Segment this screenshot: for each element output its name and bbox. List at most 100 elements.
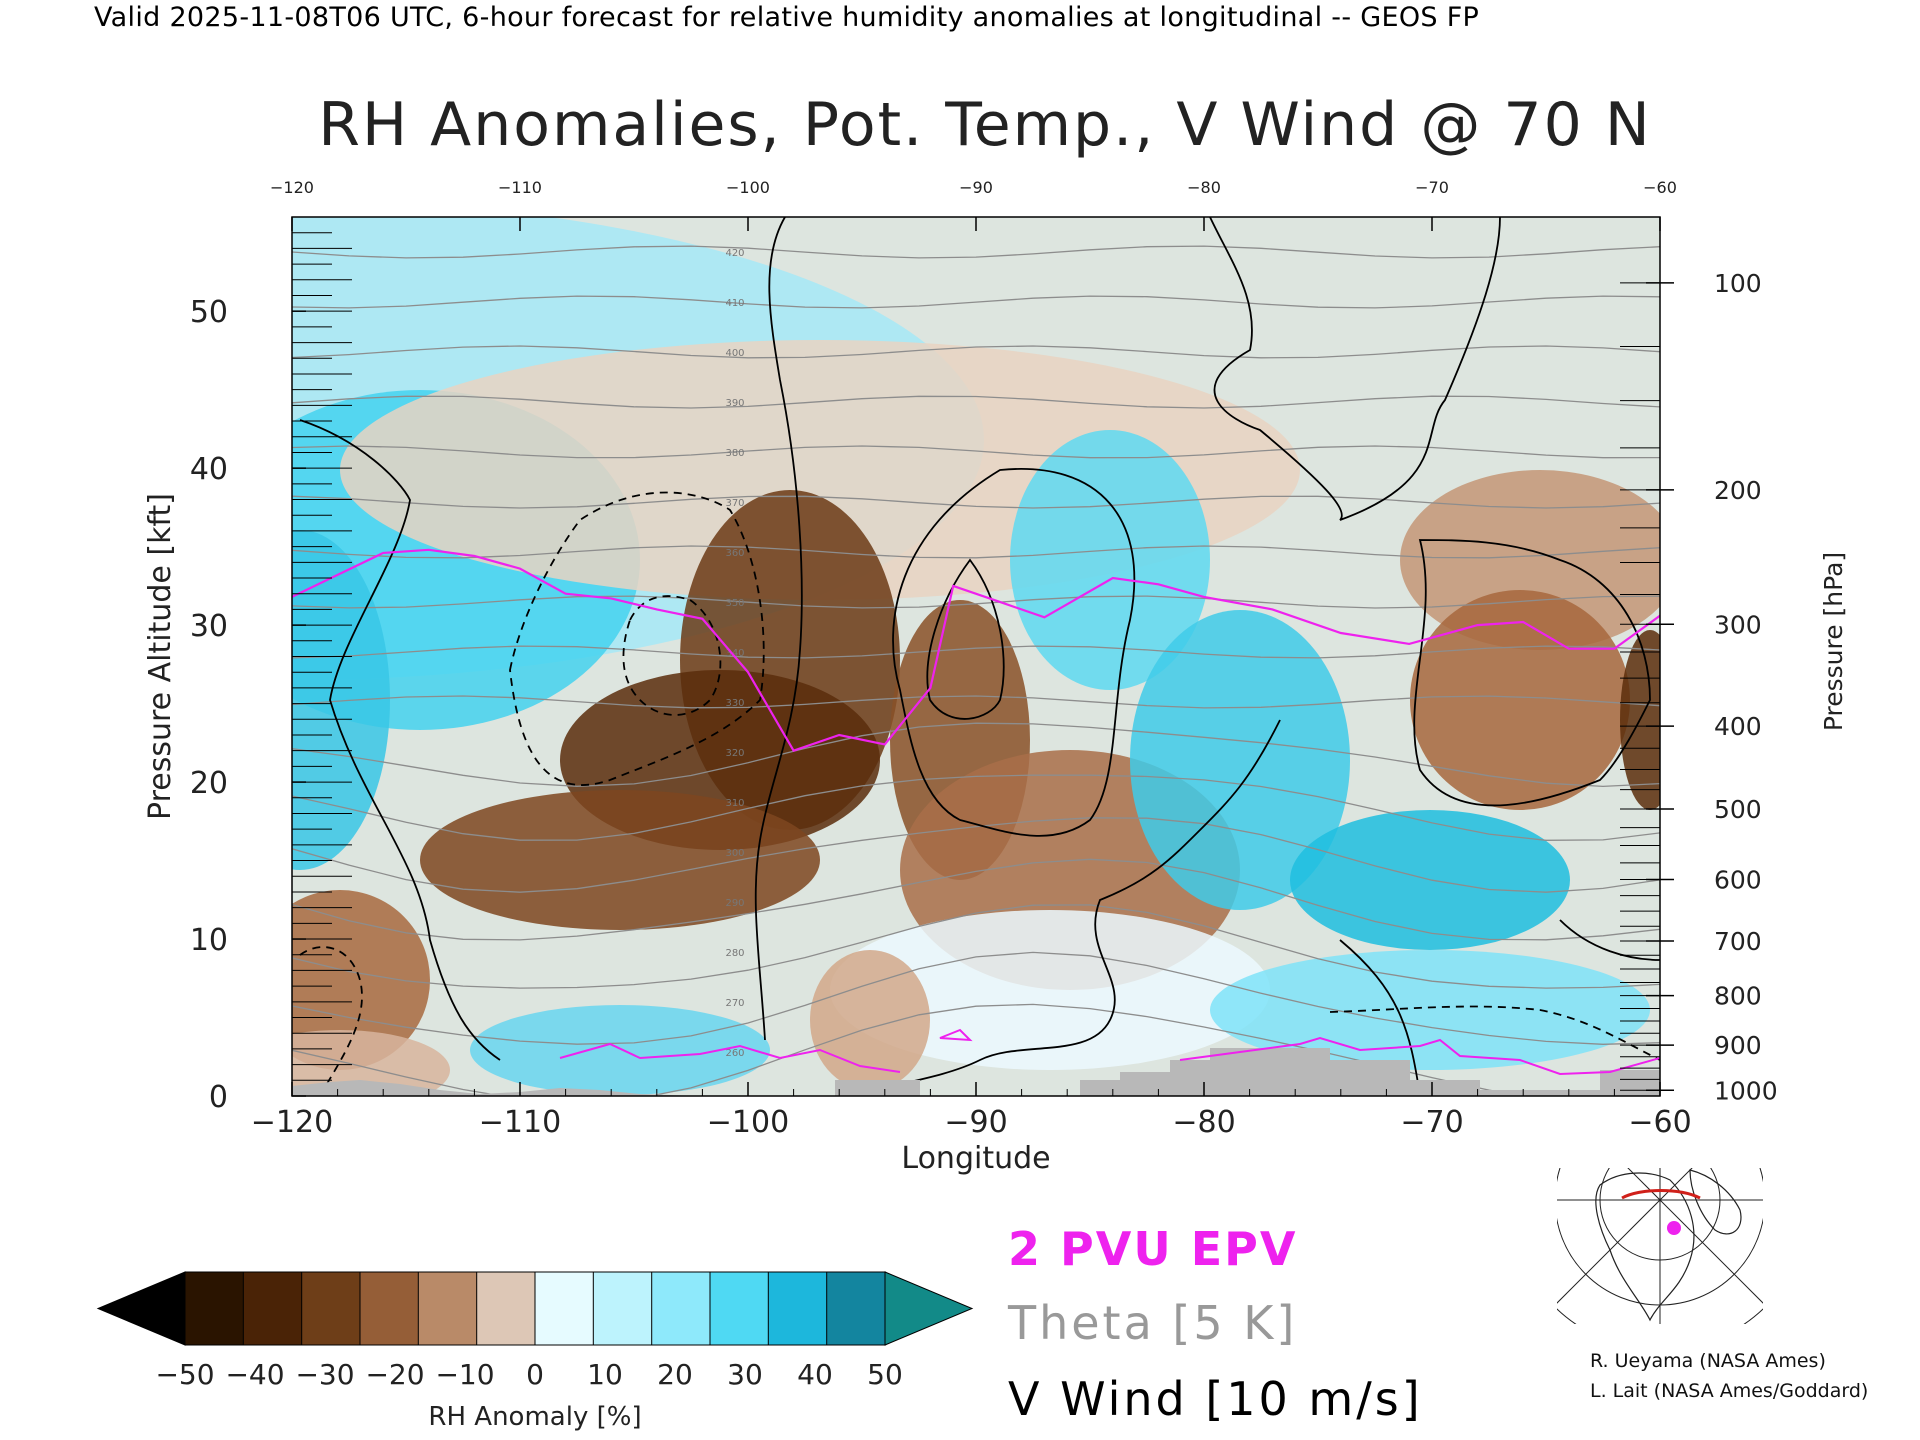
colorbar-swatch <box>534 1271 595 1346</box>
y-tick-label: 10 <box>190 923 228 958</box>
rh-anomaly-patch <box>1620 630 1660 810</box>
rh-anomaly-patch <box>1210 950 1650 1070</box>
v-wind-contour-10 <box>1413 539 1651 807</box>
rh-anomaly-patch <box>1130 610 1350 910</box>
x-tick-label: −60 <box>1628 1105 1691 1140</box>
colorbar-swatch <box>651 1271 712 1346</box>
theta-contour-label: 260 <box>725 1048 744 1059</box>
y-axis-label: Pressure Altitude [kft] <box>143 493 178 820</box>
x-tick-label: −110 <box>479 1105 561 1140</box>
pressure-axis-label: Pressure [hPa] <box>1819 552 1848 731</box>
colorbar-under-arrow <box>96 1271 186 1346</box>
x-top-tick-label: −110 <box>498 178 542 197</box>
x-top-tick-label: −70 <box>1415 178 1449 197</box>
theta-contour-label: 350 <box>725 598 744 609</box>
rh-anomaly-patch <box>420 790 820 930</box>
pvu-2-line <box>292 548 1660 753</box>
colorbar-swatch <box>476 1271 537 1346</box>
colorbar-tick-label: −40 <box>225 1358 284 1391</box>
x-top-tick-label: −90 <box>959 178 993 197</box>
theta-contour <box>292 951 1660 1045</box>
y-tick-label: 30 <box>190 609 228 644</box>
colorbar-swatch <box>242 1271 303 1346</box>
map-meridian <box>1659 1168 1693 1201</box>
colorbar-swatch <box>301 1271 362 1346</box>
pressure-tick-label: 800 <box>1714 982 1762 1011</box>
x-tick-label: −90 <box>944 1105 1007 1140</box>
theta-contour-label: 320 <box>725 748 744 759</box>
v-wind-contour-10 <box>926 558 1005 720</box>
theta-contour-label: 370 <box>725 498 744 509</box>
colorbar-swatch <box>184 1271 245 1346</box>
colorbar-label: RH Anomaly [%] <box>428 1402 641 1432</box>
pressure-tick-label: 300 <box>1714 610 1762 639</box>
map-cross-section-track <box>1621 1189 1701 1200</box>
colorbar-tick-label: −10 <box>435 1358 494 1391</box>
theta-contour <box>292 295 1660 309</box>
theta-contour <box>292 722 1660 788</box>
v-wind-contour-neg10 <box>622 595 722 716</box>
theta-contour <box>292 858 1660 941</box>
rh-anomaly-patch <box>1410 590 1630 810</box>
x-tick-label: −70 <box>1400 1105 1463 1140</box>
pressure-tick-label: 200 <box>1714 476 1762 505</box>
v-wind-contour-neg10 <box>509 491 765 786</box>
theta-contour <box>292 495 1660 509</box>
v-wind-contour-0 <box>1559 919 1660 961</box>
theta-contour-label: 310 <box>725 798 744 809</box>
theta-contour <box>292 817 1660 893</box>
colorbar-swatch <box>826 1271 887 1346</box>
theta-contour <box>292 595 1660 609</box>
theta-contour <box>292 774 1660 841</box>
credit-line: R. Ueyama (NASA Ames) <box>1590 1350 1826 1372</box>
pressure-tick-label: 900 <box>1714 1031 1762 1060</box>
v-wind-contour-0 <box>859 719 1281 1096</box>
colorbar-tick-label: −30 <box>295 1358 354 1391</box>
x-top-tick-label: −60 <box>1643 178 1677 197</box>
rh-anomaly-patch <box>1010 430 1210 690</box>
credit-line: L. Lait (NASA Ames/Goddard) <box>1590 1380 1869 1402</box>
valid-time-header: Valid 2025-11-08T06 UTC, 6-hour forecast… <box>94 2 1480 33</box>
colorbar-tick-label: 40 <box>797 1358 833 1391</box>
chart-title: RH Anomalies, Pot. Temp., V Wind @ 70 N <box>318 90 1652 160</box>
locator-map-body <box>1557 1168 1763 1324</box>
theta-contour <box>292 545 1660 559</box>
x-top-tick-label: −80 <box>1187 178 1221 197</box>
x-tick-label: −80 <box>1172 1105 1235 1140</box>
theta-contour <box>292 1003 1530 1096</box>
theta-contour-label: 340 <box>725 648 744 659</box>
colorbar-swatch <box>417 1271 478 1346</box>
colorbar-tick-label: 30 <box>727 1358 763 1391</box>
theta-contour-label: 390 <box>725 398 744 409</box>
rh-anomaly-patch <box>830 910 1270 1070</box>
map-coastline <box>1595 1172 1695 1322</box>
y-tick-label: 20 <box>190 766 228 801</box>
rh-anomaly-patch <box>470 1005 770 1095</box>
y-tick-label: 50 <box>190 295 228 330</box>
colorbar-swatch <box>767 1271 828 1346</box>
map-meridian <box>1659 1199 1763 1304</box>
v-wind-contour-neg10 <box>1329 1005 1660 1061</box>
colorbar-tick-label: −50 <box>155 1358 214 1391</box>
v-wind-contour-10 <box>1209 217 1501 521</box>
pressure-tick-label: 100 <box>1714 269 1762 298</box>
colorbar-tick-label: 0 <box>526 1358 544 1391</box>
theta-contour <box>292 645 1660 659</box>
colorbar-tick-label: −20 <box>365 1358 424 1391</box>
rh-anomaly-patch <box>810 950 930 1090</box>
theta-contour <box>292 245 1660 259</box>
theta-contour <box>292 395 1660 409</box>
theta-contour <box>292 695 1660 709</box>
legend-pvu-epv: 2 PVU EPV <box>1008 1222 1298 1276</box>
pvu-2-line-lower <box>559 1028 1660 1076</box>
colorbar-tick-label: 10 <box>587 1358 623 1391</box>
pressure-tick-label: 700 <box>1714 927 1762 956</box>
map-coastline <box>1689 1169 1742 1235</box>
theta-contour <box>292 904 1660 989</box>
pressure-tick-label: 500 <box>1714 795 1762 824</box>
v-wind-contour-0 <box>299 419 501 1061</box>
x-axis-label: Longitude <box>901 1141 1050 1176</box>
theta-contour-label: 420 <box>725 248 744 259</box>
